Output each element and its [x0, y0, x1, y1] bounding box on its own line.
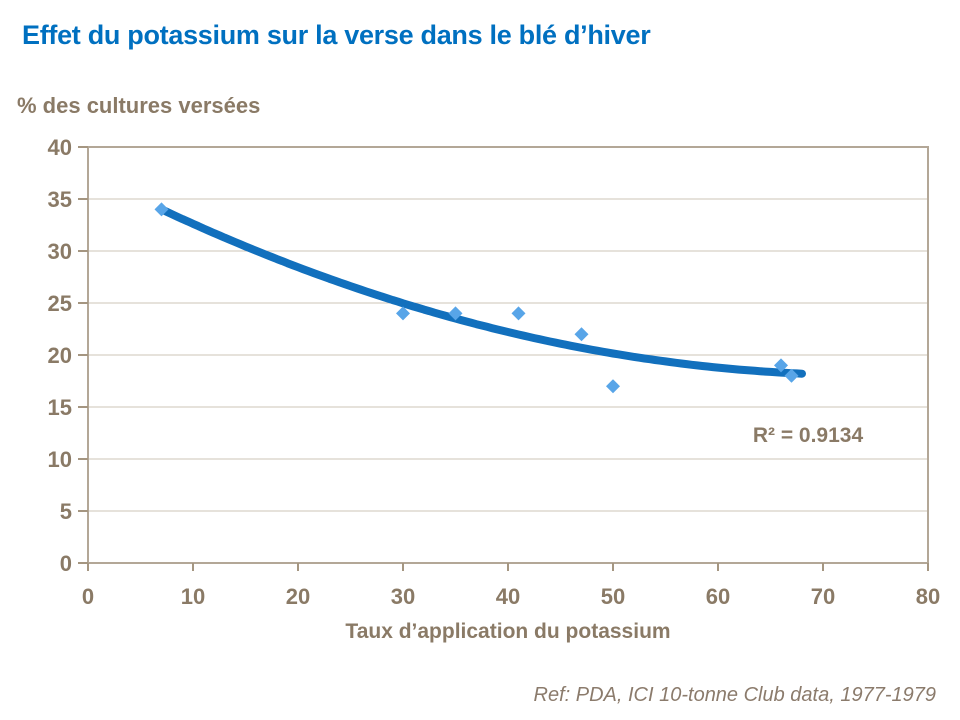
data-point [574, 327, 589, 342]
data-point [606, 379, 620, 394]
y-tick-label: 35 [48, 187, 72, 212]
y-tick-label: 25 [48, 291, 72, 316]
y-axis-caption: % des cultures versées [17, 93, 261, 118]
data-point [448, 306, 463, 321]
data-point [154, 202, 169, 217]
chart-title: Effet du potassium sur la verse dans le … [22, 20, 651, 50]
x-tick-label: 50 [601, 584, 625, 609]
y-tick-label: 15 [48, 395, 72, 420]
y-tick-label: 30 [48, 239, 72, 264]
x-tick-label: 60 [706, 584, 730, 609]
x-tick-label: 80 [916, 584, 940, 609]
y-tick-label: 0 [60, 551, 72, 576]
r-squared-annotation: R² = 0.9134 [752, 424, 864, 447]
x-tick-label: 20 [286, 584, 310, 609]
data-point [396, 306, 410, 321]
x-tick-label: 30 [391, 584, 415, 609]
data-point [511, 306, 526, 321]
x-tick-label: 40 [496, 584, 520, 609]
y-tick-label: 5 [60, 499, 72, 524]
reference-note: Ref: PDA, ICI 10-tonne Club data, 1977-1… [533, 684, 936, 706]
data-point [784, 368, 799, 383]
x-tick-label: 70 [811, 584, 835, 609]
x-tick-label: 10 [181, 584, 205, 609]
x-axis-title: Taux d’application du potassium [345, 620, 671, 643]
data-point [774, 358, 788, 373]
y-tick-label: 10 [48, 447, 72, 472]
x-tick-label: 0 [82, 584, 94, 609]
y-tick-label: 40 [48, 135, 72, 160]
y-tick-label: 20 [48, 343, 72, 368]
trend-line [157, 205, 806, 378]
